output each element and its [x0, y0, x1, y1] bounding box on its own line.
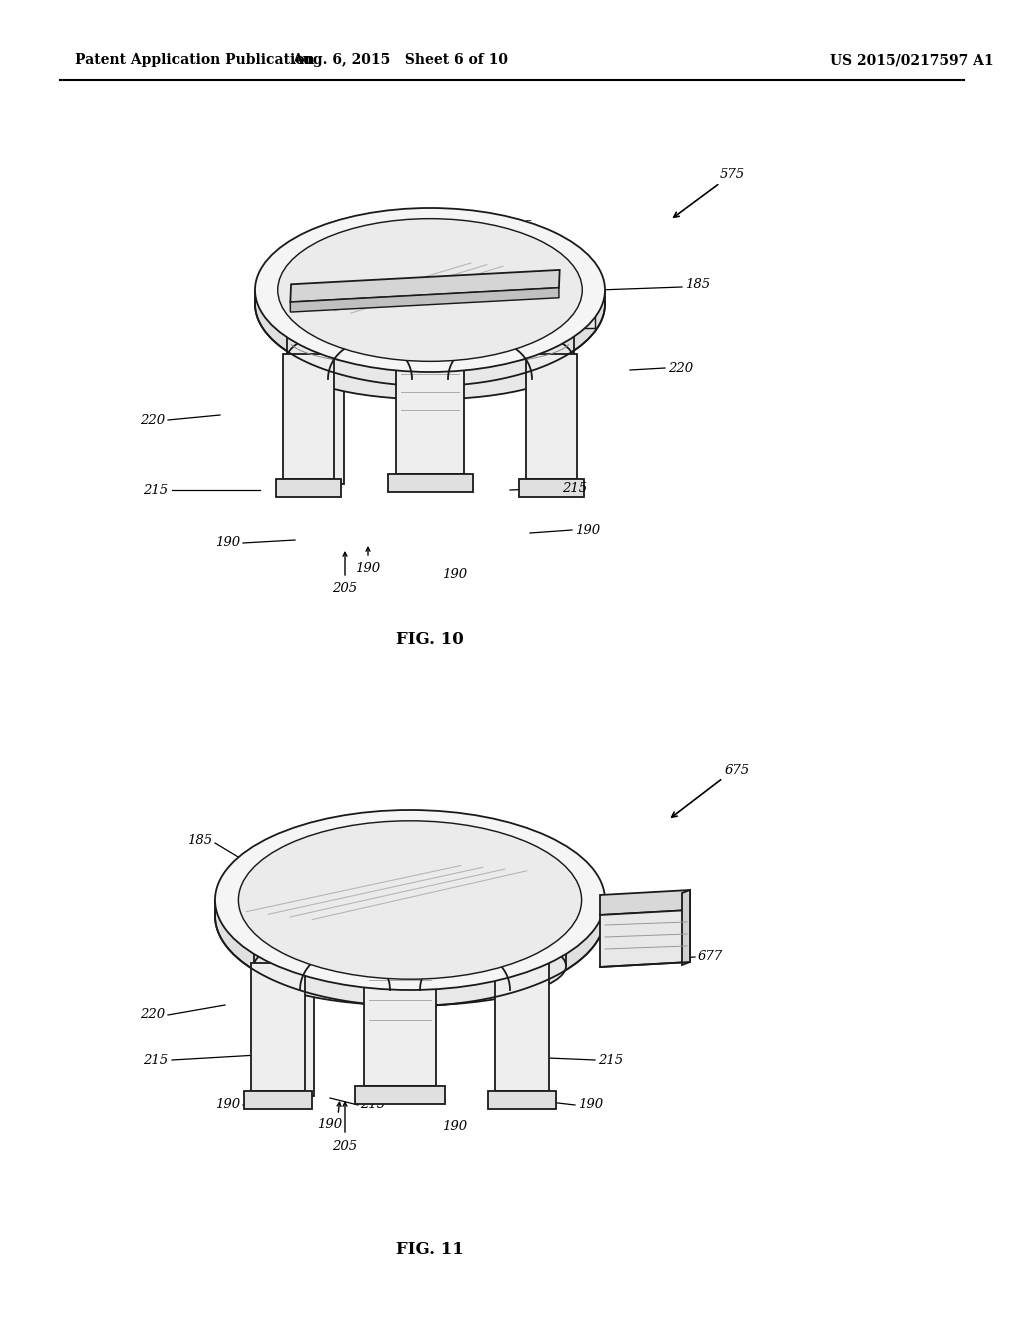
- Text: 677: 677: [698, 950, 723, 964]
- Text: Aug. 6, 2015   Sheet 6 of 10: Aug. 6, 2015 Sheet 6 of 10: [292, 53, 508, 67]
- Text: 575: 575: [720, 169, 745, 181]
- Text: 190: 190: [317, 1118, 343, 1131]
- Text: 215: 215: [143, 1053, 168, 1067]
- Ellipse shape: [255, 222, 605, 385]
- Polygon shape: [244, 1092, 312, 1109]
- Polygon shape: [264, 313, 287, 329]
- Text: 190: 190: [575, 524, 600, 536]
- Polygon shape: [291, 288, 559, 312]
- Text: 215: 215: [598, 1053, 624, 1067]
- Text: 190: 190: [442, 568, 468, 581]
- Polygon shape: [259, 935, 314, 1096]
- Polygon shape: [487, 1092, 556, 1109]
- Polygon shape: [396, 348, 464, 474]
- Text: 215: 215: [360, 1098, 385, 1111]
- Ellipse shape: [287, 318, 573, 400]
- Text: 185: 185: [186, 833, 212, 846]
- Text: 675: 675: [725, 763, 751, 776]
- Polygon shape: [251, 964, 305, 1092]
- Polygon shape: [600, 909, 690, 968]
- Ellipse shape: [215, 826, 605, 1006]
- Text: 220: 220: [140, 413, 165, 426]
- Polygon shape: [526, 354, 578, 479]
- Polygon shape: [291, 269, 560, 302]
- Text: 205: 205: [333, 582, 357, 595]
- Ellipse shape: [255, 209, 605, 372]
- Polygon shape: [573, 313, 596, 329]
- Ellipse shape: [254, 927, 566, 1006]
- Polygon shape: [292, 323, 343, 484]
- Polygon shape: [682, 890, 690, 965]
- Ellipse shape: [239, 837, 582, 995]
- Ellipse shape: [215, 810, 605, 990]
- Text: 215: 215: [562, 482, 587, 495]
- Polygon shape: [355, 1086, 445, 1104]
- Polygon shape: [600, 890, 690, 915]
- Ellipse shape: [278, 219, 583, 362]
- Polygon shape: [387, 474, 472, 492]
- Text: 220: 220: [140, 1008, 165, 1022]
- Text: 215: 215: [143, 483, 168, 496]
- Polygon shape: [276, 479, 341, 498]
- Text: Patent Application Publication: Patent Application Publication: [75, 53, 314, 67]
- Text: 190: 190: [578, 1098, 603, 1111]
- Text: 190: 190: [442, 1119, 468, 1133]
- Text: 195: 195: [508, 220, 532, 234]
- Text: 185: 185: [685, 279, 710, 292]
- Polygon shape: [519, 479, 584, 498]
- Text: 577: 577: [295, 243, 319, 256]
- Ellipse shape: [239, 821, 582, 979]
- Ellipse shape: [278, 232, 583, 375]
- Polygon shape: [229, 923, 254, 941]
- Text: US 2015/0217597 A1: US 2015/0217597 A1: [830, 53, 993, 67]
- Text: 190: 190: [215, 1098, 240, 1111]
- Text: 190: 190: [355, 562, 381, 576]
- Text: FIG. 11: FIG. 11: [396, 1242, 464, 1258]
- Polygon shape: [364, 958, 436, 1086]
- Text: 190: 190: [215, 536, 240, 549]
- Text: FIG. 10: FIG. 10: [396, 631, 464, 648]
- Text: 220: 220: [668, 362, 693, 375]
- Polygon shape: [283, 354, 334, 479]
- Polygon shape: [495, 964, 549, 1092]
- Text: 205: 205: [333, 1140, 357, 1152]
